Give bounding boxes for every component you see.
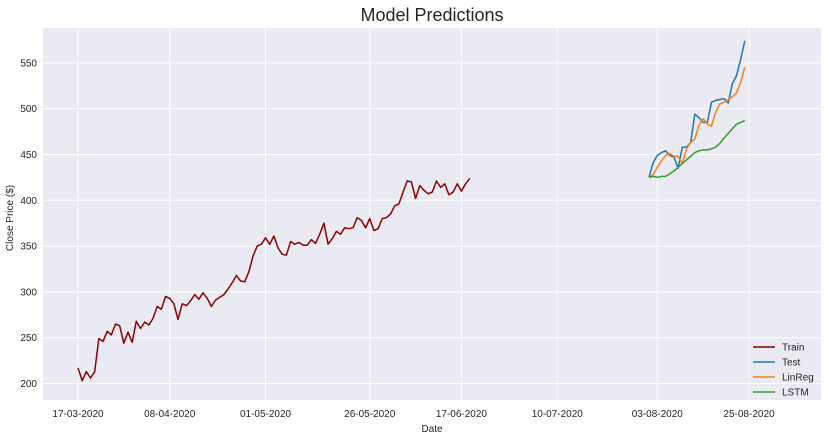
series-lines	[77, 40, 746, 382]
legend-label: Train	[782, 343, 804, 354]
x-tick-label: 01-05-2020	[240, 409, 292, 420]
y-tick-label: 500	[20, 104, 37, 115]
x-tick-label: 17-06-2020	[436, 409, 488, 420]
grid	[43, 28, 821, 400]
series-line-linreg	[648, 67, 746, 178]
x-tick-label: 25-08-2020	[723, 409, 775, 420]
y-tick-label: 400	[20, 196, 37, 207]
x-tick-label: 26-05-2020	[344, 409, 396, 420]
x-tick-label: 08-04-2020	[144, 409, 196, 420]
x-tick-label: 17-03-2020	[52, 409, 104, 420]
legend: Train Test LinReg LSTM	[753, 343, 814, 399]
chart-title: Model Predictions	[360, 5, 503, 25]
legend-label: LSTM	[782, 388, 809, 399]
legend-label: LinReg	[782, 373, 814, 384]
y-tick-label: 300	[20, 287, 37, 298]
x-axis-label: Date	[421, 424, 443, 435]
y-tick-label: 550	[20, 58, 37, 69]
y-axis-label: Close Price ($)	[5, 185, 16, 251]
x-tick-label: 10-07-2020	[532, 409, 584, 420]
y-tick-labels: 200 250 300 350 400 450 500 550	[20, 58, 37, 390]
y-tick-label: 450	[20, 150, 37, 161]
x-tick-labels: 17-03-2020 08-04-2020 01-05-2020 26-05-2020…	[52, 409, 775, 420]
legend-label: Test	[782, 358, 801, 369]
y-tick-label: 200	[20, 379, 37, 390]
x-tick-label: 03-08-2020	[632, 409, 684, 420]
y-tick-label: 350	[20, 242, 37, 253]
y-tick-label: 250	[20, 333, 37, 344]
series-line-lstm	[648, 119, 746, 179]
series-line-train	[77, 177, 471, 382]
plot-background	[43, 28, 821, 400]
